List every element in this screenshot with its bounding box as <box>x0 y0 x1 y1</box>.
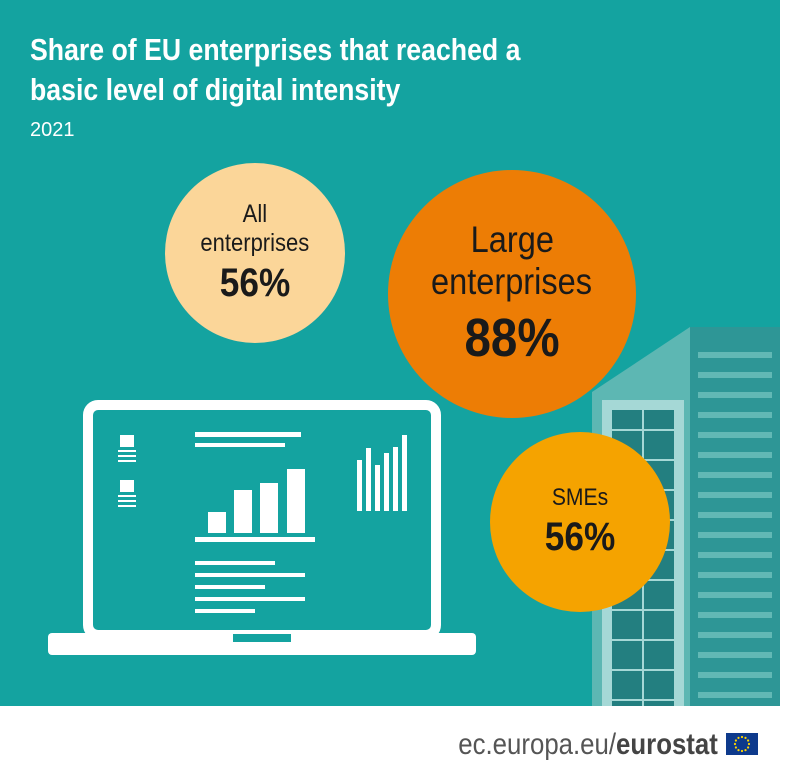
all-enterprises-circle: All enterprises 56% <box>165 163 345 343</box>
laptop-icon <box>48 400 476 655</box>
smes-circle: SMEs 56% <box>490 432 670 612</box>
all-enterprises-label-1: All <box>242 200 268 228</box>
footer-brand: eurostat <box>616 728 718 761</box>
footer-site: ec.europa.eu/ <box>458 728 617 761</box>
footer-source: ec.europa.eu/eurostat <box>458 728 718 762</box>
title-line-2: basic level of digital intensity <box>30 72 401 107</box>
illustration <box>48 327 780 706</box>
all-enterprises-value: 56% <box>219 261 291 305</box>
smes-label: SMEs <box>551 484 609 511</box>
large-enterprises-value: 88% <box>464 308 560 368</box>
title-line-1: Share of EU enterprises that reached a <box>30 32 521 67</box>
large-enterprises-circle: Large enterprises 88% <box>388 170 636 418</box>
page-title: Share of EU enterprises that reached a b… <box>30 30 546 110</box>
year-subtitle: 2021 <box>30 119 75 141</box>
large-enterprises-label-2: enterprises <box>431 261 593 302</box>
smes-value: 56% <box>544 515 616 559</box>
large-enterprises-label-1: Large <box>470 219 554 260</box>
infographic-panel: Share of EU enterprises that reached a b… <box>0 0 780 706</box>
eu-flag-icon <box>726 733 758 755</box>
all-enterprises-label-2: enterprises <box>200 229 310 257</box>
